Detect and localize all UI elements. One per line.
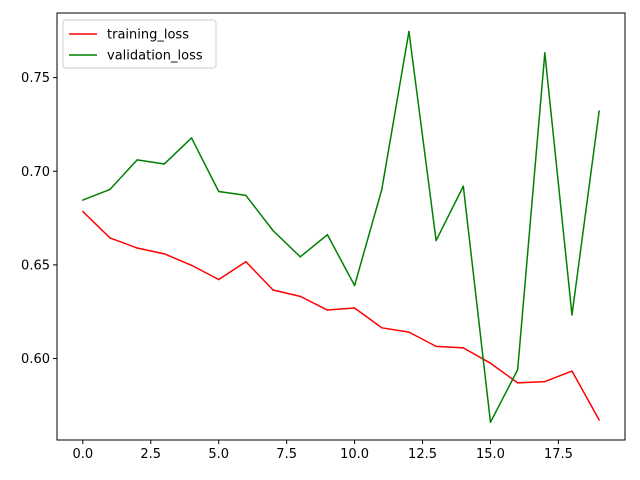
data-point-training-loss bbox=[571, 370, 573, 372]
x-tick-label: 15.0 bbox=[476, 447, 505, 462]
data-point-validation-loss bbox=[136, 159, 138, 161]
legend: training_loss validation_loss bbox=[62, 19, 217, 69]
data-point-training-loss bbox=[462, 347, 465, 349]
y-tick-label: 0.70 bbox=[21, 165, 50, 180]
data-point-validation-loss bbox=[435, 239, 437, 242]
data-point-training-loss bbox=[408, 331, 410, 333]
data-point-validation-loss bbox=[516, 369, 519, 371]
data-point-training-loss bbox=[598, 419, 600, 421]
data-point-training-loss bbox=[82, 210, 84, 213]
data-point-validation-loss bbox=[82, 199, 84, 201]
x-tick-label: 17.5 bbox=[544, 447, 573, 462]
data-point-validation-loss bbox=[190, 137, 193, 139]
data-point-training-loss bbox=[544, 380, 546, 383]
data-point-training-loss bbox=[489, 362, 492, 364]
data-point-validation-loss bbox=[272, 229, 274, 232]
x-tick-label: 0.0 bbox=[72, 447, 93, 462]
data-point-validation-loss bbox=[489, 421, 492, 423]
data-point-validation-loss bbox=[326, 233, 329, 236]
data-point-validation-loss bbox=[598, 110, 600, 112]
data-point-training-loss bbox=[163, 253, 166, 255]
legend-box bbox=[62, 19, 217, 69]
data-point-validation-loss bbox=[245, 194, 247, 197]
data-point-training-loss bbox=[299, 295, 301, 298]
legend-label-validation-loss: validation_loss bbox=[107, 49, 203, 64]
legend-label-training-loss: training_loss bbox=[107, 28, 189, 43]
x-tick-label: 2.5 bbox=[140, 447, 161, 462]
y-tick-label: 0.75 bbox=[21, 71, 50, 86]
data-point-validation-loss bbox=[217, 190, 220, 193]
x-tick-label: 12.5 bbox=[408, 447, 437, 462]
data-point-validation-loss bbox=[544, 52, 546, 54]
y-axis-ticks: 0.60 0.65 0.70 0.75 bbox=[21, 71, 57, 367]
x-tick-label: 10.0 bbox=[340, 447, 369, 462]
data-point-training-loss bbox=[109, 237, 111, 239]
data-point-training-loss bbox=[516, 382, 519, 384]
y-tick-label: 0.65 bbox=[21, 258, 50, 273]
data-point-validation-loss bbox=[163, 163, 166, 165]
data-point-training-loss bbox=[326, 309, 329, 311]
data-point-training-loss bbox=[272, 289, 274, 291]
data-point-training-loss bbox=[136, 247, 138, 249]
x-tick-label: 5.0 bbox=[208, 447, 229, 462]
data-point-training-loss bbox=[217, 278, 220, 281]
data-point-validation-loss bbox=[571, 314, 573, 316]
data-point-validation-loss bbox=[353, 284, 356, 287]
data-point-validation-loss bbox=[109, 188, 111, 191]
x-axis-ticks: 0.0 2.5 5.0 7.5 10.0 12.5 15.0 17.5 bbox=[72, 440, 573, 462]
data-point-validation-loss bbox=[299, 256, 301, 258]
data-point-training-loss bbox=[353, 307, 356, 309]
series-layer bbox=[82, 30, 600, 423]
data-point-validation-loss bbox=[462, 185, 465, 187]
series-line-validation-loss bbox=[82, 30, 600, 423]
data-point-training-loss bbox=[245, 260, 247, 263]
data-point-validation-loss bbox=[381, 188, 383, 191]
x-tick-label: 7.5 bbox=[276, 447, 297, 462]
plot-frame bbox=[56, 12, 626, 441]
data-point-training-loss bbox=[381, 327, 383, 329]
y-tick-label: 0.60 bbox=[21, 352, 50, 367]
data-point-training-loss bbox=[190, 264, 193, 267]
data-point-validation-loss bbox=[408, 30, 410, 33]
data-point-training-loss bbox=[435, 345, 437, 348]
